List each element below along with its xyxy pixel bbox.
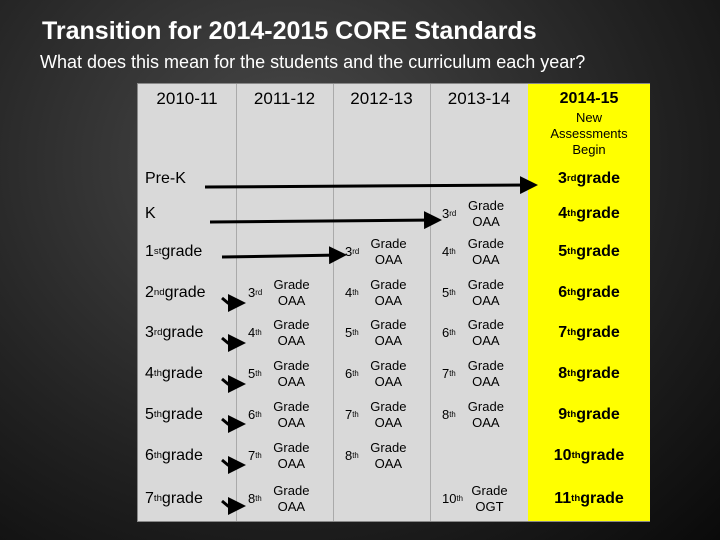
arrow	[204, 176, 538, 195]
table: New Assessments Begin 2010-11 2011-12 2012…	[137, 83, 650, 522]
grade-label: Pre-K	[145, 169, 186, 187]
arrow	[209, 211, 442, 230]
grade-label: K	[145, 204, 156, 222]
note: New Assessments Begin	[550, 110, 628, 157]
arrow	[221, 334, 246, 352]
arrow-group	[204, 176, 538, 515]
column-header: 2014-15	[559, 90, 619, 107]
divider	[430, 84, 431, 521]
arrow	[221, 246, 347, 265]
divider	[333, 84, 334, 521]
column-header: 2013-14	[447, 89, 511, 108]
column-header: 2012-13	[350, 89, 413, 108]
column-header: 2011-12	[253, 89, 316, 108]
title: Transition for 2014-2015 CORE Standards	[42, 17, 537, 45]
subtitle: What does this mean for the students and…	[40, 52, 586, 72]
arrow	[221, 294, 246, 312]
column-header: 2010-11	[156, 89, 218, 108]
arrow	[221, 375, 246, 393]
highlight-column	[528, 84, 650, 521]
arrow	[221, 497, 246, 515]
arrow	[221, 456, 246, 474]
arrow	[221, 415, 246, 433]
